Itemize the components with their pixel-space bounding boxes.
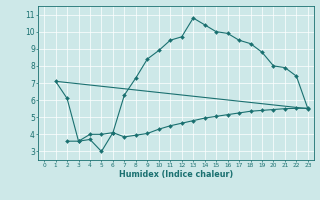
X-axis label: Humidex (Indice chaleur): Humidex (Indice chaleur) [119,170,233,179]
